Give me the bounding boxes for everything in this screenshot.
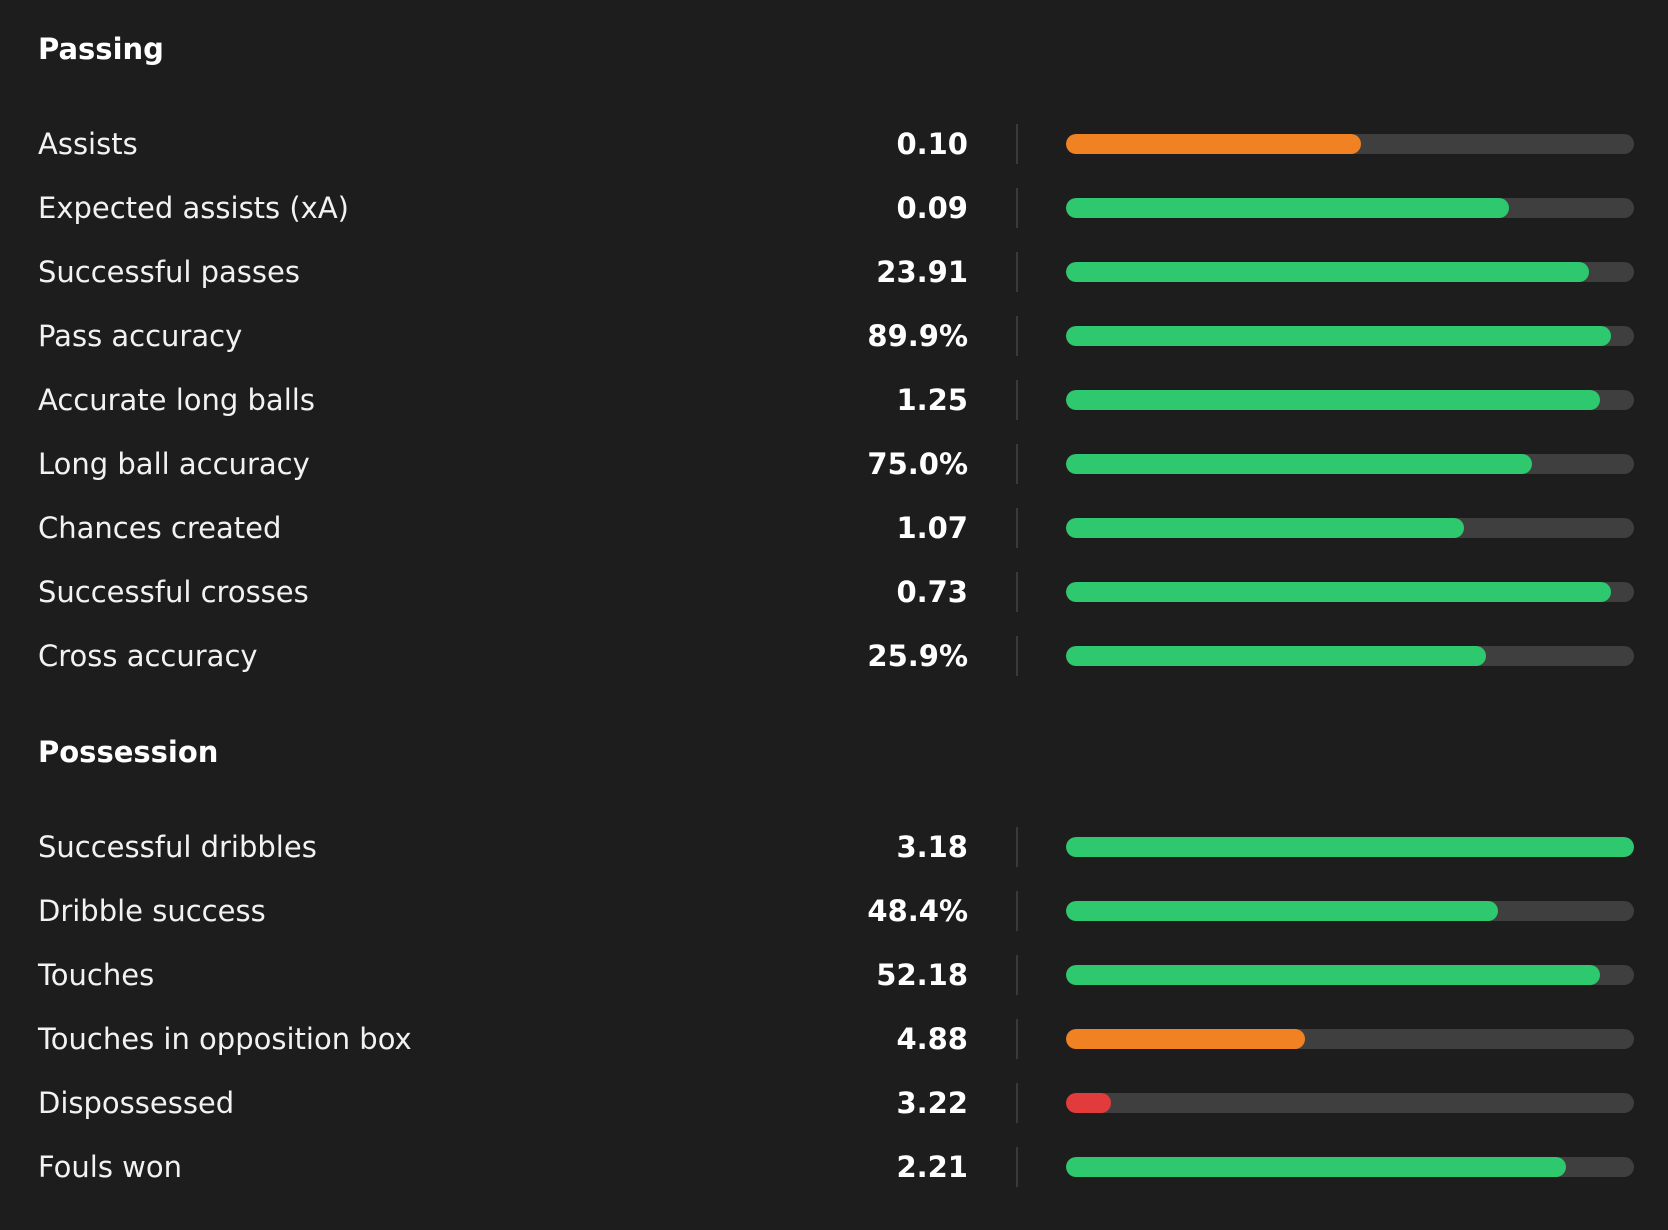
stat-bar (1066, 390, 1634, 410)
stat-row: Expected assists (xA) 0.09 (0, 176, 1668, 240)
stat-label: Chances created (38, 511, 282, 545)
stat-value: 23.91 (876, 255, 968, 289)
stat-label: Accurate long balls (38, 383, 315, 417)
stat-bar-fill (1066, 965, 1600, 985)
stat-bar-fill (1066, 518, 1464, 538)
divider (1016, 380, 1018, 420)
divider (1016, 124, 1018, 164)
stat-row: Assists 0.10 (0, 112, 1668, 176)
stat-label: Dispossessed (38, 1086, 235, 1120)
stat-bar (1066, 901, 1634, 921)
divider (1016, 252, 1018, 292)
divider (1016, 1083, 1018, 1123)
stat-label: Fouls won (38, 1150, 182, 1184)
stat-row: Dribble success 48.4% (0, 879, 1668, 943)
stat-label: Successful passes (38, 255, 300, 289)
stat-row: Chances created 1.07 (0, 496, 1668, 560)
stat-row: Dispossessed 3.22 (0, 1071, 1668, 1135)
stat-row: Pass accuracy 89.9% (0, 304, 1668, 368)
stat-bar (1066, 646, 1634, 666)
divider (1016, 508, 1018, 548)
stat-value: 4.88 (896, 1022, 968, 1056)
stat-label: Dribble success (38, 894, 266, 928)
stat-bar-fill (1066, 134, 1362, 154)
stat-value: 0.73 (896, 575, 968, 609)
stat-label: Successful dribbles (38, 830, 317, 864)
stat-bar-fill (1066, 262, 1589, 282)
stat-label: Expected assists (xA) (38, 191, 349, 225)
stat-value: 52.18 (876, 958, 968, 992)
divider (1016, 955, 1018, 995)
divider (1016, 316, 1018, 356)
divider (1016, 444, 1018, 484)
divider (1016, 1019, 1018, 1059)
stat-label: Touches (38, 958, 155, 992)
stat-label: Pass accuracy (38, 319, 243, 353)
stat-value: 0.09 (896, 191, 968, 225)
stat-value: 3.22 (896, 1086, 968, 1120)
stat-bar (1066, 965, 1634, 985)
stat-row: Successful dribbles 3.18 (0, 815, 1668, 879)
divider (1016, 572, 1018, 612)
stat-bar (1066, 582, 1634, 602)
stat-bar-fill (1066, 1029, 1305, 1049)
stat-bar-fill (1066, 1093, 1112, 1113)
divider (1016, 891, 1018, 931)
stat-bar (1066, 1093, 1634, 1113)
divider (1016, 1147, 1018, 1187)
stat-bar-fill (1066, 1157, 1566, 1177)
divider (1016, 636, 1018, 676)
stat-value: 0.10 (896, 127, 968, 161)
stat-row: Successful crosses 0.73 (0, 560, 1668, 624)
stat-bar-fill (1066, 390, 1600, 410)
divider (1016, 827, 1018, 867)
stat-row: Touches 52.18 (0, 943, 1668, 1007)
stat-value: 48.4% (867, 894, 968, 928)
stat-bar (1066, 837, 1634, 857)
stat-bar (1066, 1157, 1634, 1177)
stat-value: 3.18 (896, 830, 968, 864)
stat-label: Assists (38, 127, 138, 161)
stat-bar-fill (1066, 646, 1487, 666)
stat-bar-fill (1066, 454, 1532, 474)
stat-value: 25.9% (867, 639, 968, 673)
stat-bar-fill (1066, 901, 1498, 921)
stat-bar (1066, 262, 1634, 282)
stat-value: 75.0% (867, 447, 968, 481)
stat-bar (1066, 454, 1634, 474)
stat-bar (1066, 518, 1634, 538)
stat-row: Successful passes 23.91 (0, 240, 1668, 304)
stat-label: Long ball accuracy (38, 447, 310, 481)
stat-bar-fill (1066, 582, 1612, 602)
section-title: Possession (38, 735, 219, 769)
stat-value: 2.21 (896, 1150, 968, 1184)
stat-label: Cross accuracy (38, 639, 258, 673)
stat-bar-fill (1066, 198, 1510, 218)
stat-value: 1.07 (896, 511, 968, 545)
stat-bar-fill (1066, 837, 1634, 857)
stat-bar-fill (1066, 326, 1612, 346)
stat-bar (1066, 134, 1634, 154)
stat-row: Fouls won 2.21 (0, 1135, 1668, 1199)
stat-bar (1066, 198, 1634, 218)
stat-label: Successful crosses (38, 575, 309, 609)
stat-bar (1066, 326, 1634, 346)
stat-value: 89.9% (867, 319, 968, 353)
stat-row: Long ball accuracy 75.0% (0, 432, 1668, 496)
section-title: Passing (38, 32, 164, 66)
divider (1016, 188, 1018, 228)
stat-bar (1066, 1029, 1634, 1049)
stat-row: Cross accuracy 25.9% (0, 624, 1668, 688)
stat-row: Touches in opposition box 4.88 (0, 1007, 1668, 1071)
stat-value: 1.25 (896, 383, 968, 417)
stat-label: Touches in opposition box (38, 1022, 412, 1056)
stat-row: Accurate long balls 1.25 (0, 368, 1668, 432)
